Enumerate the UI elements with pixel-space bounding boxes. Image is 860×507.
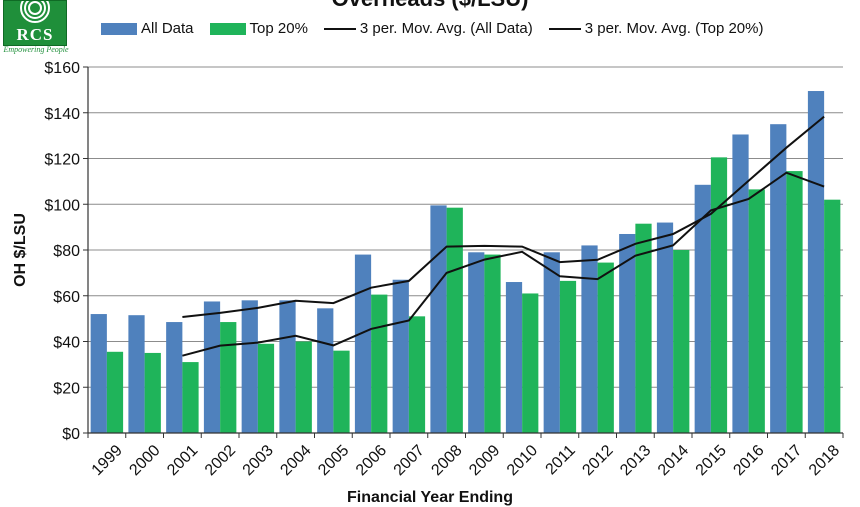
y-tick-label: $160 bbox=[44, 60, 80, 77]
legend-item-all-data: All Data bbox=[101, 20, 194, 37]
x-tick-label: 2000 bbox=[126, 442, 163, 479]
legend-swatch-top-20 bbox=[209, 22, 246, 35]
logo-emblem: RCS bbox=[3, 0, 67, 46]
x-tick-label: 2009 bbox=[466, 442, 503, 479]
x-tick-label: 1999 bbox=[89, 442, 126, 479]
x-axis-label: Financial Year Ending bbox=[347, 489, 513, 506]
x-tick-label: 2005 bbox=[315, 442, 352, 479]
bar bbox=[279, 300, 296, 433]
bar bbox=[748, 189, 765, 433]
moving-average-line-all-data bbox=[182, 115, 825, 318]
legend-swatch-all-data bbox=[101, 22, 137, 35]
y-tick-label: $120 bbox=[44, 152, 80, 169]
moving-average-line-top-20 bbox=[182, 171, 825, 357]
x-tick-label: 2006 bbox=[353, 442, 390, 479]
y-tick-label: $40 bbox=[53, 335, 80, 352]
bar bbox=[144, 352, 161, 433]
x-tick-label: 2004 bbox=[277, 442, 314, 479]
y-tick-label: $60 bbox=[53, 289, 80, 306]
legend-line-mov-avg-all bbox=[323, 27, 356, 30]
chart-title: Overheads ($/LSU) bbox=[0, 0, 860, 12]
bar bbox=[166, 322, 183, 433]
bar bbox=[824, 199, 841, 433]
bar bbox=[371, 294, 388, 433]
bar bbox=[241, 300, 258, 433]
x-tick-label: 2002 bbox=[202, 442, 239, 479]
logo-rings-icon bbox=[20, 1, 50, 23]
bar bbox=[543, 252, 560, 433]
bar bbox=[203, 301, 221, 433]
legend-label-all-data: All Data bbox=[141, 20, 194, 37]
bar bbox=[257, 343, 275, 433]
x-tick-label: 2011 bbox=[543, 442, 579, 478]
x-tick-label: 2016 bbox=[730, 442, 767, 479]
bar bbox=[635, 223, 652, 433]
bar bbox=[732, 134, 749, 433]
x-tick-label: 2017 bbox=[768, 442, 805, 479]
x-tick-label: 2003 bbox=[240, 442, 277, 479]
chart-legend: All Data Top 20% 3 per. Mov. Avg. (All D… bbox=[101, 20, 779, 37]
bar bbox=[220, 322, 237, 433]
y-tick-label: $20 bbox=[53, 380, 80, 397]
bar bbox=[317, 308, 334, 433]
bar bbox=[656, 222, 674, 433]
bar bbox=[430, 205, 447, 433]
y-tick-label: $80 bbox=[53, 243, 80, 260]
x-tick-label: 2018 bbox=[806, 442, 843, 479]
bar bbox=[694, 184, 711, 433]
legend-label-mov-avg-top: 3 per. Mov. Avg. (Top 20%) bbox=[584, 20, 764, 37]
x-tick-label: 2010 bbox=[504, 442, 541, 479]
bar bbox=[295, 341, 312, 433]
bar bbox=[710, 157, 728, 433]
bar bbox=[619, 233, 636, 433]
bar bbox=[581, 245, 598, 433]
bar bbox=[786, 171, 803, 434]
legend-item-mov-avg-top: 3 per. Mov. Avg. (Top 20%) bbox=[548, 20, 764, 37]
legend-label-mov-avg-all: 3 per. Mov. Avg. (All Data) bbox=[359, 20, 533, 37]
x-tick-label: 2001 bbox=[164, 442, 201, 479]
logo-text: RCS bbox=[16, 25, 54, 44]
bar bbox=[182, 362, 199, 433]
logo-tagline: Empowering People bbox=[3, 45, 69, 54]
bar bbox=[559, 280, 577, 433]
rcs-logo: RCS Empowering People bbox=[3, 0, 69, 58]
bar bbox=[505, 282, 523, 433]
y-tick-label: $100 bbox=[44, 197, 80, 214]
bar bbox=[468, 252, 485, 433]
bar bbox=[597, 262, 614, 433]
bar bbox=[106, 351, 124, 433]
legend-item-top-20: Top 20% bbox=[209, 20, 308, 37]
legend-item-mov-avg-all: 3 per. Mov. Avg. (All Data) bbox=[323, 20, 533, 37]
bar bbox=[128, 315, 145, 433]
bar bbox=[484, 254, 501, 433]
y-tick-label: $140 bbox=[44, 106, 80, 123]
bar bbox=[446, 207, 463, 433]
bar bbox=[354, 254, 372, 433]
x-tick-label: 2015 bbox=[693, 442, 730, 479]
legend-line-mov-avg-top bbox=[548, 27, 581, 30]
legend-label-top-20: Top 20% bbox=[249, 20, 308, 37]
bar bbox=[807, 91, 825, 434]
x-tick-label: 2013 bbox=[617, 442, 654, 479]
bar bbox=[333, 350, 350, 433]
bar bbox=[392, 279, 409, 433]
x-tick-label: 2008 bbox=[428, 442, 465, 479]
bar bbox=[673, 250, 690, 433]
x-tick-label: 2012 bbox=[579, 442, 616, 479]
y-tick-label: $0 bbox=[62, 426, 80, 443]
bar bbox=[90, 314, 107, 433]
x-tick-label: 2014 bbox=[655, 442, 692, 479]
x-tick-label: 2007 bbox=[391, 442, 428, 479]
bar bbox=[522, 293, 539, 433]
bar bbox=[408, 316, 426, 433]
bar bbox=[770, 124, 787, 433]
